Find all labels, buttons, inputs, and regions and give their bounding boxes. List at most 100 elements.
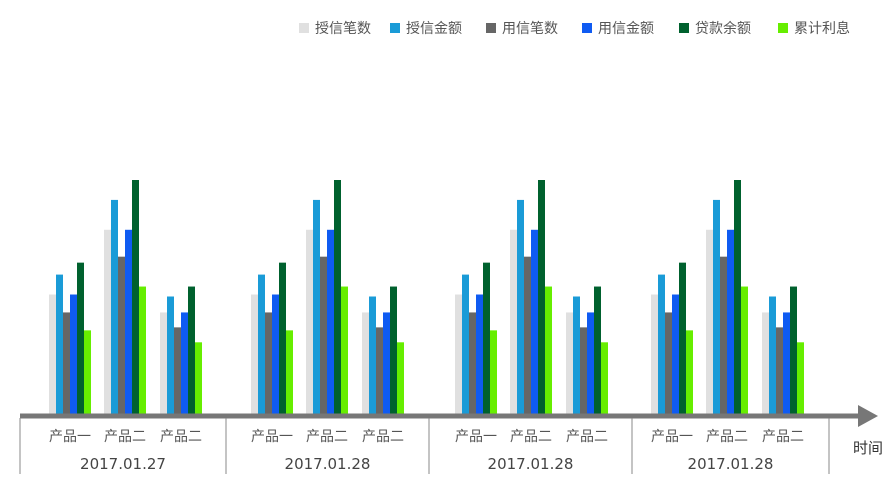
- group-label: 2017.01.27: [80, 455, 166, 473]
- bar-1-2-2: [111, 199, 118, 414]
- bar-4-1-4: [672, 294, 679, 414]
- bar-4-1-2: [658, 274, 665, 414]
- bar-2-1-4: [272, 294, 279, 414]
- category-label: 产品一: [651, 429, 693, 445]
- bar-1-3-4: [181, 312, 188, 414]
- bar-2-2-6: [341, 286, 348, 414]
- category-label: 产品二: [362, 429, 404, 445]
- bar-3-1-2: [462, 274, 469, 414]
- bar-4-2-2: [713, 199, 720, 414]
- category-label: 产品二: [160, 429, 202, 445]
- bar-3-1-6: [490, 330, 497, 414]
- legend-swatch: [486, 23, 496, 33]
- bar-2-3-6: [397, 342, 404, 414]
- bar-1-2-6: [139, 286, 146, 414]
- legend-swatch: [299, 23, 309, 33]
- group-label: 2017.01.28: [688, 455, 774, 473]
- category-label: 产品二: [762, 429, 804, 445]
- category-label: 产品一: [49, 429, 91, 445]
- bar-2-2-3: [320, 256, 327, 414]
- category-label: 产品一: [455, 429, 497, 445]
- bar-3-1-1: [455, 294, 462, 414]
- legend-label: 授信金额: [406, 21, 462, 37]
- bar-4-3-1: [762, 312, 769, 414]
- legend-label: 贷款余额: [695, 20, 751, 37]
- bar-3-3-4: [587, 312, 594, 414]
- legend-label: 授信笔数: [315, 21, 371, 37]
- bar-3-3-5: [594, 286, 601, 414]
- legend: 授信笔数 授信金额 用信笔数 用信金额 贷款余额 累计利息: [299, 20, 850, 37]
- bar-1-2-3: [118, 256, 125, 414]
- bar-1-1-1: [49, 294, 56, 414]
- bar-1-2-1: [104, 229, 111, 414]
- bar-3-2-4: [531, 229, 538, 414]
- bar-4-1-3: [665, 312, 672, 414]
- category-label: 产品二: [566, 429, 608, 445]
- legend-label: 用信金额: [598, 21, 654, 37]
- legend-swatch: [582, 23, 592, 33]
- bar-3-2-6: [545, 286, 552, 414]
- bar-1-1-2: [56, 274, 63, 414]
- bar-2-3-3: [376, 327, 383, 414]
- legend-label: 用信笔数: [502, 21, 558, 37]
- legend-swatch: [778, 23, 788, 33]
- x-axis-arrow: [858, 405, 878, 427]
- bar-2-1-5: [279, 262, 286, 414]
- bar-4-2-3: [720, 256, 727, 414]
- bar-4-1-6: [686, 330, 693, 414]
- bar-3-3-3: [580, 327, 587, 414]
- bar-4-2-1: [706, 229, 713, 414]
- bar-4-3-6: [797, 342, 804, 414]
- bar-3-1-4: [476, 294, 483, 414]
- bar-3-3-6: [601, 342, 608, 414]
- category-label: 产品二: [706, 429, 748, 445]
- bar-1-1-3: [63, 312, 70, 414]
- bar-4-3-3: [776, 327, 783, 414]
- bar-3-3-1: [566, 312, 573, 414]
- bar-4-2-4: [727, 229, 734, 414]
- bar-2-3-2: [369, 296, 376, 414]
- bar-3-1-3: [469, 312, 476, 414]
- x-axis: 时间: [20, 405, 883, 457]
- bars: [49, 180, 804, 414]
- bar-1-3-6: [195, 342, 202, 414]
- category-label: 产品二: [306, 429, 348, 445]
- bar-3-2-5: [538, 180, 545, 414]
- bar-2-1-3: [265, 312, 272, 414]
- bar-3-3-2: [573, 296, 580, 414]
- bar-2-1-1: [251, 294, 258, 414]
- bar-1-1-4: [70, 294, 77, 414]
- bar-3-2-2: [517, 199, 524, 414]
- bar-1-1-6: [84, 330, 91, 414]
- bar-4-3-4: [783, 312, 790, 414]
- bar-2-3-1: [362, 312, 369, 414]
- x-axis-title: 时间: [853, 439, 883, 457]
- bar-1-1-5: [77, 262, 84, 414]
- bar-1-2-4: [125, 229, 132, 414]
- bar-1-3-2: [167, 296, 174, 414]
- bar-2-1-6: [286, 330, 293, 414]
- bar-3-2-3: [524, 256, 531, 414]
- bar-2-2-2: [313, 199, 320, 414]
- bar-3-2-1: [510, 229, 517, 414]
- bar-2-3-5: [390, 286, 397, 414]
- bar-4-3-5: [790, 286, 797, 414]
- bar-1-2-5: [132, 180, 139, 414]
- legend-swatch: [390, 23, 400, 33]
- bar-2-2-1: [306, 229, 313, 414]
- bar-1-3-1: [160, 312, 167, 414]
- bar-4-2-6: [741, 286, 748, 414]
- legend-label: 累计利息: [794, 20, 850, 37]
- category-label: 产品二: [104, 429, 146, 445]
- category-label: 产品一: [251, 429, 293, 445]
- bar-4-1-1: [651, 294, 658, 414]
- bar-4-1-5: [679, 262, 686, 414]
- bar-4-3-2: [769, 296, 776, 414]
- bar-1-3-5: [188, 286, 195, 414]
- group-label: 2017.01.28: [285, 455, 371, 473]
- legend-swatch: [679, 23, 689, 33]
- bar-2-3-4: [383, 312, 390, 414]
- bar-2-2-4: [327, 229, 334, 414]
